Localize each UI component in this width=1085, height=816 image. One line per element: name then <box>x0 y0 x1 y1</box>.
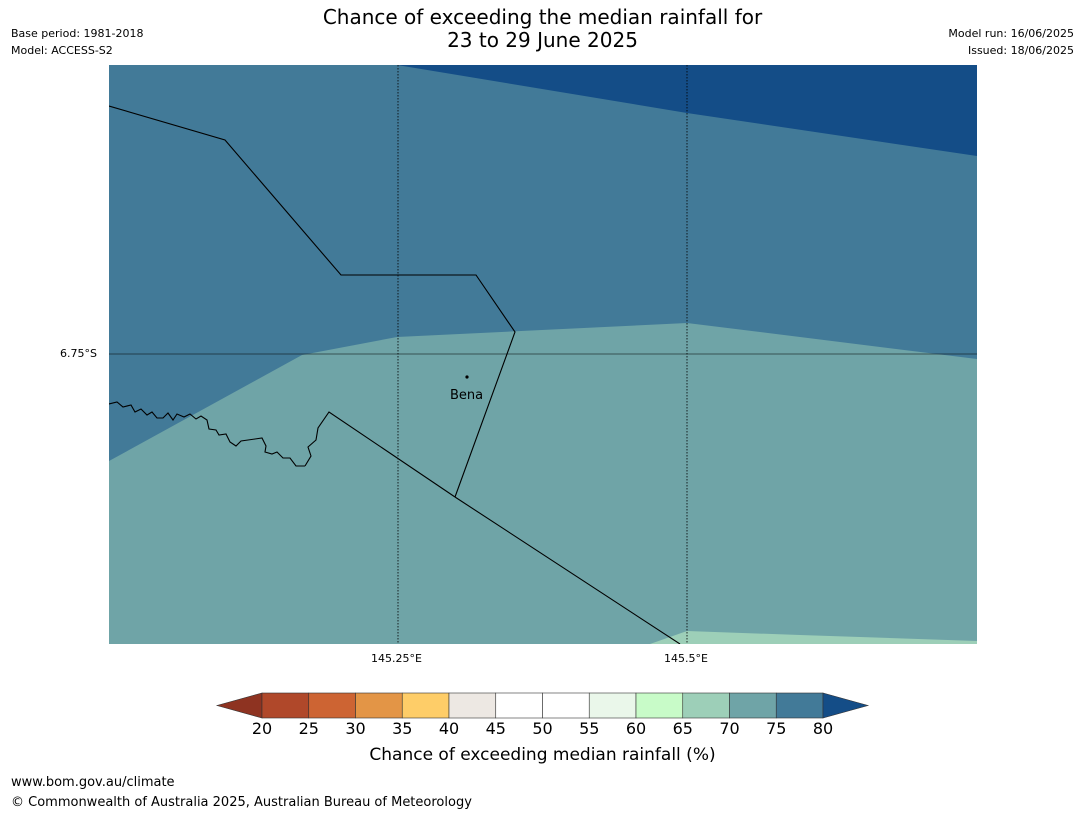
colorbar-bin-55-60 <box>588 692 637 719</box>
colorbar-under-arrow <box>215 692 263 719</box>
rainfall-map <box>109 65 977 644</box>
latitude-label: 6.75°S <box>60 347 97 360</box>
colorbar-tick-40: 40 <box>438 719 460 738</box>
river-boundary <box>109 401 305 467</box>
province-boundary-south <box>304 411 456 498</box>
colorbar-tick-80: 80 <box>812 719 834 738</box>
place-label-bena: Bena <box>450 388 484 403</box>
website-link[interactable]: www.bom.gov.au/climate <box>11 775 175 790</box>
model-run-text: Model run: 16/06/2025 <box>948 27 1074 40</box>
colorbar-tick-30: 30 <box>345 719 366 738</box>
colorbar-tick-60: 60 <box>625 719 647 738</box>
longitude-label-145-5: 145.5°E <box>664 652 708 665</box>
model-name-text: Model: ACCESS-S2 <box>11 44 113 57</box>
colorbar-tick-20: 20 <box>251 719 273 738</box>
issued-date-text: Issued: 18/06/2025 <box>967 44 1074 57</box>
colorbar-tick-65: 65 <box>672 719 693 738</box>
colorbar <box>215 692 870 719</box>
base-period-text: Base period: 1981-2018 <box>11 27 144 40</box>
colorbar-bin-65-70 <box>682 692 730 719</box>
colorbar-bin-30-35 <box>355 692 403 719</box>
colorbar-over-arrow <box>822 692 870 719</box>
map-title-line-1: Chance of exceeding the median rainfall … <box>322 5 763 29</box>
colorbar-bin-20-25 <box>261 692 310 719</box>
colorbar-bin-50-55 <box>542 692 590 719</box>
colorbar-title-text: Chance of exceeding median rainfall (%) <box>369 745 716 765</box>
province-boundary-north <box>109 105 516 498</box>
probability-band-70-75 <box>109 323 977 644</box>
colorbar-bin-45-50 <box>495 692 543 719</box>
copyright-notice: © Commonwealth of Australia 2025, Austra… <box>11 795 472 810</box>
model-info: Base period: 1981-2018 Model: ACCESS-S2 <box>11 25 143 59</box>
colorbar-bin-60-65 <box>635 692 684 719</box>
map-title-line-2: 23 to 29 June 2025 <box>447 28 638 52</box>
run-info: Model run: 16/06/2025 Issued: 18/06/2025 <box>948 25 1074 59</box>
longitude-label-145-25: 145.25°E <box>371 652 422 665</box>
colorbar-tick-35: 35 <box>392 719 413 738</box>
colorbar-bin-75-80 <box>775 692 824 719</box>
colorbar-bin-25-30 <box>308 692 356 719</box>
map-title: Chance of exceeding the median rainfall … <box>0 6 1085 52</box>
province-boundary-southeast <box>454 496 681 644</box>
colorbar-bin-70-75 <box>729 692 777 719</box>
colorbar-title: Chance of exceeding median rainfall (%) <box>0 744 1085 766</box>
colorbar-bin-35-40 <box>401 692 450 719</box>
colorbar-tick-55: 55 <box>579 719 600 738</box>
colorbar-tick-45: 45 <box>485 719 506 738</box>
colorbar-tick-25: 25 <box>298 719 319 738</box>
colorbar-tick-50: 50 <box>532 719 553 738</box>
colorbar-tick-70: 70 <box>719 719 740 738</box>
probability-band-65-70 <box>650 631 977 644</box>
colorbar-bin-40-45 <box>448 692 497 719</box>
bena-location-marker <box>465 375 469 379</box>
colorbar-tick-75: 75 <box>766 719 787 738</box>
